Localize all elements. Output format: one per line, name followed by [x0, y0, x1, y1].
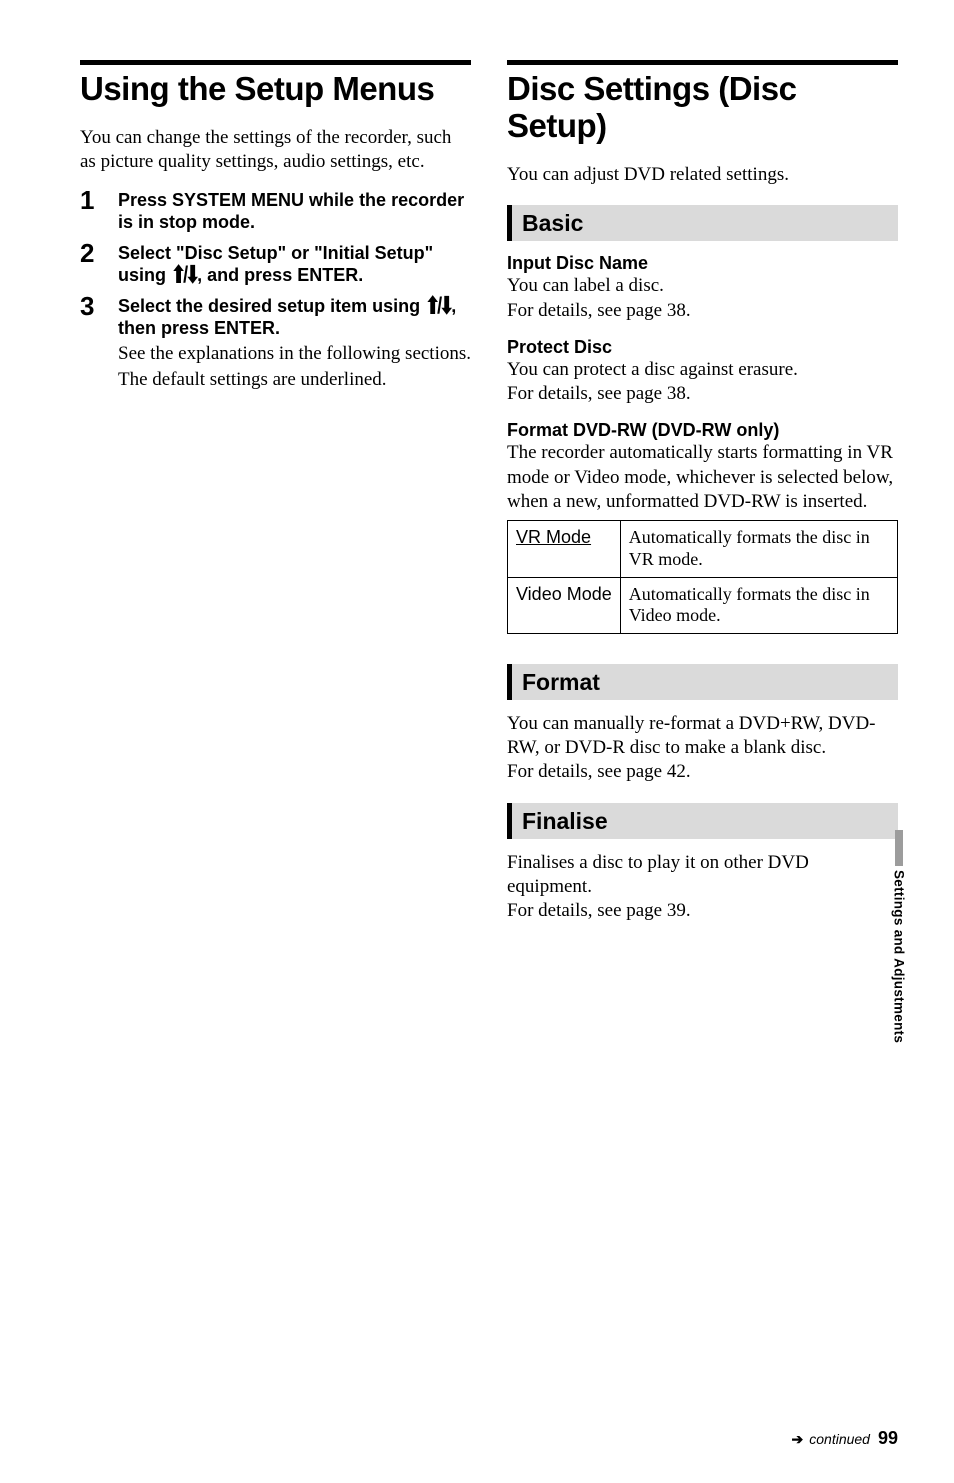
- step-2-head: Select "Disc Setup" or "Initial Setup" u…: [118, 242, 471, 287]
- left-column: Using the Setup Menus You can change the…: [80, 60, 471, 934]
- updown-icon: ⬆/⬇: [425, 291, 451, 320]
- continued-arrow-icon: ➔: [792, 1431, 804, 1448]
- side-tab-label: Settings and Adjustments: [892, 870, 907, 1043]
- right-title: Disc Settings (Disc Setup): [507, 71, 898, 145]
- mode-key-vr: VR Mode: [508, 521, 621, 577]
- finalise-para: Finalises a disc to play it on other DVD…: [507, 851, 898, 900]
- left-title: Using the Setup Menus: [80, 71, 471, 108]
- format-rw-para: The recorder automatically starts format…: [507, 441, 898, 514]
- step-3: Select the desired setup item using ⬆/⬇,…: [80, 295, 471, 393]
- updown-icon: ⬆/⬇: [171, 261, 197, 290]
- input-disc-l2: For details, see page 38.: [507, 299, 898, 323]
- side-tab: Settings and Adjustments: [888, 830, 910, 1043]
- step-2-post: , and press ENTER.: [197, 265, 363, 285]
- h-format-dvdrw: Format DVD-RW (DVD-RW only): [507, 420, 898, 441]
- protect-l2: For details, see page 38.: [507, 382, 898, 406]
- footer: ➔ continued 99: [792, 1428, 898, 1449]
- format-para: You can manually re-format a DVD+RW, DVD…: [507, 712, 898, 761]
- format-l2: For details, see page 42.: [507, 760, 898, 784]
- rule-left: [80, 60, 471, 65]
- steps-list: Press SYSTEM MENU while the recorder is …: [80, 189, 471, 393]
- left-intro: You can change the settings of the recor…: [80, 126, 471, 175]
- band-finalise: Finalise: [507, 803, 898, 839]
- mode-val-video: Automatically formats the disc in Video …: [620, 577, 897, 633]
- h-input-disc-name: Input Disc Name: [507, 253, 898, 274]
- input-disc-l1: You can label a disc.: [507, 274, 898, 298]
- step-1: Press SYSTEM MENU while the recorder is …: [80, 189, 471, 234]
- step-3-head: Select the desired setup item using ⬆/⬇,…: [118, 295, 471, 340]
- step-2: Select "Disc Setup" or "Initial Setup" u…: [80, 242, 471, 287]
- mode-key-vr-text: VR Mode: [516, 527, 591, 547]
- h-protect-disc: Protect Disc: [507, 337, 898, 358]
- step-3-pre: Select the desired setup item using: [118, 296, 425, 316]
- right-intro: You can adjust DVD related settings.: [507, 163, 898, 187]
- step-1-head: Press SYSTEM MENU while the recorder is …: [118, 189, 471, 234]
- table-row: VR Mode Automatically formats the disc i…: [508, 521, 898, 577]
- step-3-sub2: The default settings are underlined.: [118, 368, 471, 392]
- mode-key-video: Video Mode: [508, 577, 621, 633]
- modes-table: VR Mode Automatically formats the disc i…: [507, 520, 898, 633]
- protect-l1: You can protect a disc against erasure.: [507, 358, 898, 382]
- finalise-l2: For details, see page 39.: [507, 899, 898, 923]
- table-row: Video Mode Automatically formats the dis…: [508, 577, 898, 633]
- continued-label: continued: [809, 1431, 870, 1447]
- step-3-sub1: See the explanations in the following se…: [118, 342, 471, 366]
- band-basic: Basic: [507, 205, 898, 241]
- side-tab-bar: [895, 830, 903, 866]
- mode-val-vr: Automatically formats the disc in VR mod…: [620, 521, 897, 577]
- band-format: Format: [507, 664, 898, 700]
- right-column: Disc Settings (Disc Setup) You can adjus…: [507, 60, 898, 934]
- rule-right: [507, 60, 898, 65]
- page-number: 99: [878, 1428, 898, 1449]
